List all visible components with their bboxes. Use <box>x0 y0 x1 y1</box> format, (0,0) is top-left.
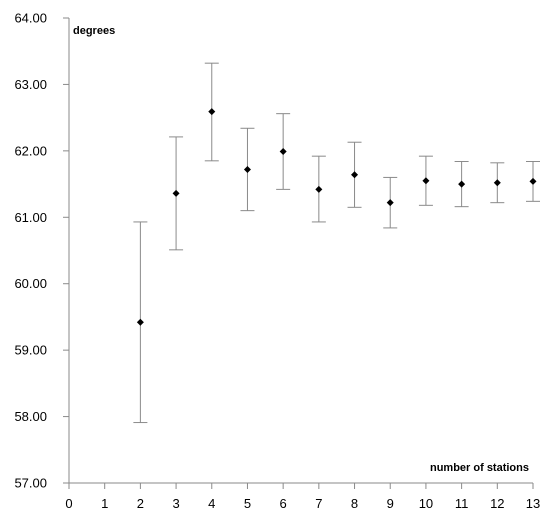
x-tick-label: 2 <box>137 496 144 511</box>
x-tick-label: 11 <box>455 496 469 511</box>
data-point <box>172 189 180 197</box>
y-tick-label: 62.00 <box>14 143 47 158</box>
y-tick-label: 63.00 <box>14 77 47 92</box>
x-tick-label: 9 <box>387 496 394 511</box>
x-axis-ticks: 0 1 2 3 4 5 6 7 8 9 10 11 12 13 <box>65 483 540 511</box>
y-tick-label: 64.00 <box>14 11 47 26</box>
x-tick-label: 12 <box>490 496 504 511</box>
y-tick-label: 60.00 <box>14 276 47 291</box>
x-tick-label: 7 <box>315 496 322 511</box>
y-axis-label: degrees <box>73 25 115 37</box>
x-axis-label: number of stations <box>430 462 529 474</box>
x-tick-label: 6 <box>280 496 287 511</box>
error-bars <box>133 62 540 424</box>
data-point <box>422 177 430 185</box>
y-tick-label: 61.00 <box>14 210 47 225</box>
y-tick-label: 59.00 <box>14 343 47 358</box>
x-tick-label: 13 <box>526 496 540 511</box>
x-tick-label: 4 <box>208 496 215 511</box>
data-point <box>136 318 144 326</box>
y-tick-label: 58.00 <box>14 409 47 424</box>
y-axis-ticks: 57.00 58.00 59.00 60.00 61.00 62.00 63.00 64.00 <box>14 11 69 491</box>
data-point <box>493 179 501 187</box>
data-point <box>243 165 251 173</box>
x-tick-label: 0 <box>65 496 72 511</box>
data-point <box>279 148 287 156</box>
data-point <box>208 108 216 116</box>
data-point <box>351 171 359 179</box>
y-tick-label: 57.00 <box>14 476 47 491</box>
x-tick-label: 10 <box>419 496 433 511</box>
data-point <box>315 185 323 193</box>
data-point <box>529 177 537 185</box>
data-point <box>458 180 466 188</box>
data-point <box>386 199 394 207</box>
data-markers <box>136 108 537 326</box>
x-tick-label: 1 <box>101 496 108 511</box>
x-tick-label: 5 <box>244 496 251 511</box>
x-tick-label: 8 <box>351 496 358 511</box>
x-tick-label: 3 <box>172 496 179 511</box>
